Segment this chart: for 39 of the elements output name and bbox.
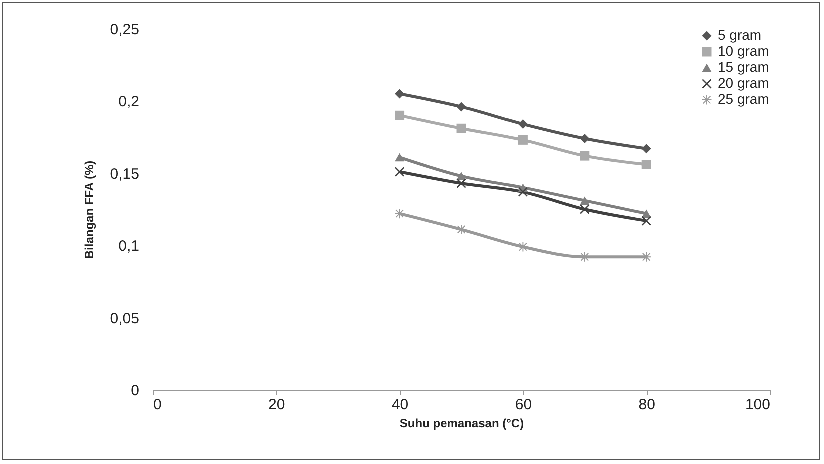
point	[456, 224, 466, 234]
point	[395, 89, 405, 99]
point	[395, 167, 405, 177]
x-tick-label: 80	[638, 396, 656, 414]
y-tick-label: 0,2	[118, 94, 140, 111]
legend-label: 15 gram	[718, 59, 770, 75]
point	[395, 209, 405, 219]
x-tick-label: 0	[154, 396, 162, 414]
point	[395, 110, 405, 120]
legend-label: 25 gram	[718, 91, 770, 107]
point	[456, 124, 466, 134]
x-tick-label: 40	[392, 396, 409, 414]
point	[580, 134, 590, 144]
legend-label: 20 gram	[718, 75, 770, 91]
x-tick-label: 60	[515, 396, 532, 414]
point	[642, 210, 652, 218]
y-axis-title: Bilangan FFA (%)	[82, 160, 96, 260]
point	[518, 120, 528, 130]
point	[518, 135, 528, 145]
point	[642, 144, 652, 154]
legend-label: 5 gram	[718, 27, 762, 43]
point	[456, 172, 466, 180]
point	[580, 196, 590, 205]
point	[580, 204, 590, 214]
point	[518, 187, 528, 197]
x-tick-label: 100	[745, 396, 770, 414]
y-tick-label: 0,15	[110, 166, 140, 183]
y-tick-label: 0,05	[110, 310, 140, 328]
point	[642, 160, 652, 170]
point	[456, 102, 466, 112]
point	[642, 216, 652, 226]
point	[580, 151, 590, 161]
y-tick-label: 0	[131, 382, 140, 400]
x-axis-title: Suhu pemanasan (°C)	[400, 416, 524, 430]
y-tick-label: 0,1	[118, 238, 140, 256]
y-tick-label: 0,25	[110, 22, 140, 38]
point	[395, 153, 405, 162]
legend-label: 10 gram	[718, 43, 770, 59]
x-tick-label: 20	[268, 396, 286, 414]
